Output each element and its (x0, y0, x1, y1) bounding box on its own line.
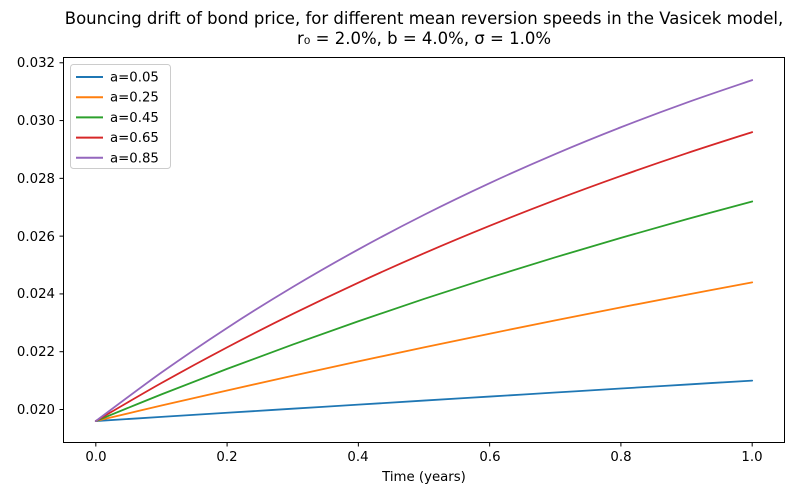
x-tick-label-04: 0.4 (347, 450, 368, 465)
legend-label-a065: a=0.65 (110, 131, 159, 146)
legend-label-a005: a=0.05 (110, 71, 159, 86)
y-tick-label-0024: 0.024 (17, 287, 55, 302)
chart-title-line-2: r₀ = 2.0%, b = 4.0%, σ = 1.0% (297, 29, 551, 48)
x-tick-label-06: 0.6 (479, 450, 500, 465)
x-axis-label: Time (years) (381, 470, 466, 485)
y-tick-label-0032: 0.032 (17, 56, 55, 71)
chart-title-line-1: Bouncing drift of bond price, for differ… (65, 9, 783, 28)
legend-label-a025: a=0.25 (110, 91, 159, 106)
y-tick-label-0022: 0.022 (17, 345, 55, 360)
series-line-a-0.65 (94, 131, 754, 422)
legend-box (70, 64, 171, 169)
legend: a=0.05 a=0.25 a=0.45 a=0.65 a=0.85 (70, 64, 171, 169)
series-line-a-0.85 (94, 79, 754, 422)
legend-label-a045: a=0.45 (110, 111, 159, 126)
x-tick-label-08: 0.8 (610, 450, 631, 465)
y-tick-label-0030: 0.030 (17, 114, 55, 129)
tick-marks (59, 62, 753, 447)
curve-lines (94, 79, 754, 422)
series-line-a-0.05 (94, 379, 754, 422)
legend-label-a085: a=0.85 (110, 151, 159, 166)
series-line-a-0.45 (94, 200, 754, 422)
y-tick-label-0028: 0.028 (17, 172, 55, 187)
x-tick-label-10: 1.0 (741, 450, 762, 465)
x-tick-label-00: 0.0 (85, 450, 106, 465)
x-tick-label-02: 0.2 (216, 450, 237, 465)
plot-border (63, 57, 785, 443)
series-line-a-0.25 (94, 281, 754, 422)
y-tick-label-0026: 0.026 (17, 230, 55, 245)
y-tick-label-0020: 0.020 (17, 403, 55, 418)
